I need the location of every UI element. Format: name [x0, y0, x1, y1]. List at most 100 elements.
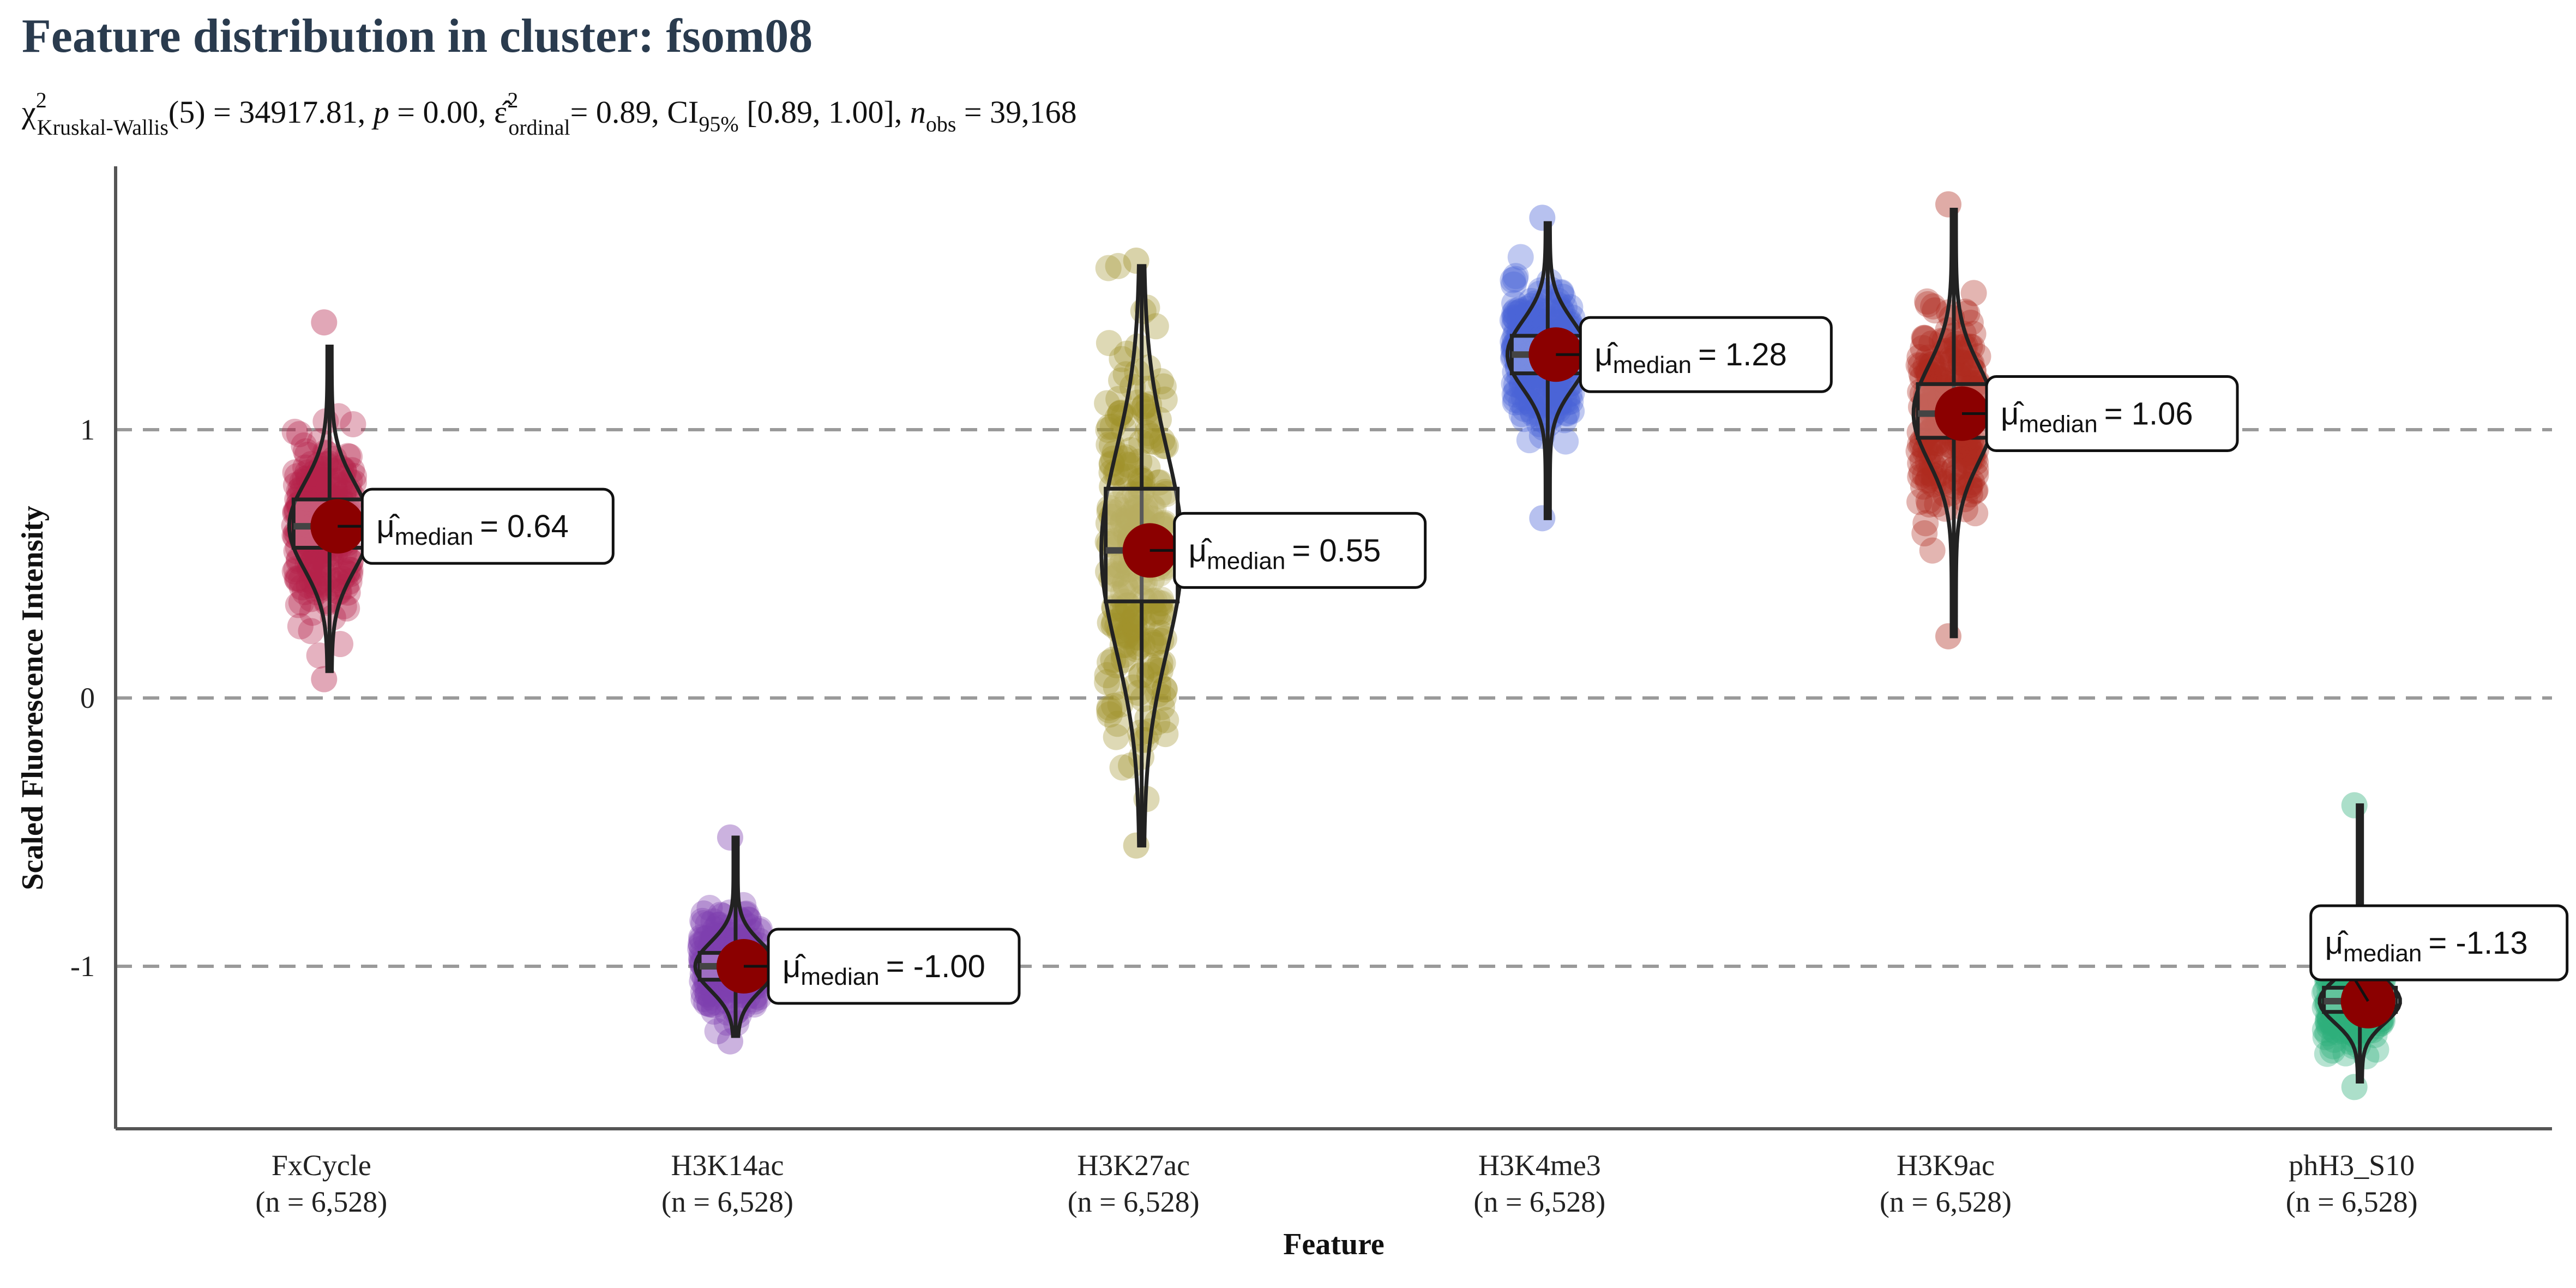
data-point [1151, 432, 1177, 459]
data-point [287, 613, 314, 640]
x-tick-n-label: (n = 6,528) [1068, 1185, 1200, 1218]
y-tick-label: -1 [70, 950, 95, 983]
data-point [1530, 387, 1557, 413]
data-point [312, 452, 339, 479]
data-point [1101, 693, 1128, 719]
data-point [1138, 493, 1165, 520]
data-point [1507, 244, 1534, 270]
data-point [1943, 334, 1970, 361]
data-point [2322, 1019, 2349, 1045]
subtitle-n-sub: obs [926, 112, 956, 136]
subtitle-eps-sub: ordinal [508, 115, 570, 140]
data-point [298, 538, 324, 564]
data-point [1109, 604, 1135, 631]
data-point [741, 991, 768, 1018]
median-label-H3K9ac: μ̂median = 1.06 [2001, 396, 2193, 437]
data-point [742, 988, 768, 1015]
data-point [1120, 499, 1146, 526]
data-point [2312, 1016, 2338, 1043]
data-point [693, 925, 720, 952]
data-point [1930, 468, 1957, 495]
data-point [1095, 417, 1122, 443]
data-point [693, 990, 720, 1016]
data-point [709, 902, 736, 929]
data-point [1952, 453, 1978, 479]
data-point [703, 989, 730, 1015]
data-point [696, 895, 723, 922]
data-point [1114, 451, 1140, 478]
data-point [1557, 388, 1584, 415]
median-label-box [1579, 316, 1833, 393]
data-point [697, 984, 724, 1011]
data-point [1094, 390, 1121, 417]
data-point [690, 979, 717, 1006]
median-label-box [1173, 511, 1427, 589]
data-point [314, 467, 340, 493]
data-point [1152, 479, 1178, 505]
data-point [1554, 376, 1580, 402]
data-point [695, 911, 721, 938]
x-tick-n-label: (n = 6,528) [661, 1185, 793, 1218]
data-point [334, 560, 360, 587]
data-point [1915, 487, 1942, 514]
data-point [1117, 452, 1143, 479]
x-tick-n-label: (n = 6,528) [1880, 1185, 2012, 1218]
data-point [1531, 302, 1557, 328]
data-point [1108, 511, 1135, 538]
data-point [294, 551, 321, 578]
data-point [1915, 388, 1942, 414]
x-axis-label: Feature [1283, 1227, 1385, 1261]
data-point [1118, 608, 1145, 635]
data-point [1114, 622, 1141, 649]
data-point [705, 912, 731, 938]
data-point [1149, 600, 1176, 627]
data-point [1153, 707, 1179, 733]
data-point [1951, 334, 1977, 360]
data-point [1114, 504, 1141, 531]
data-point [281, 418, 308, 445]
data-point [2312, 1024, 2339, 1050]
median-label-H3K4me3: μ̂median = 1.28 [1594, 337, 1787, 378]
data-point [1500, 267, 1526, 293]
data-point [1524, 297, 1550, 323]
data-point [1516, 427, 1543, 454]
data-point [1532, 378, 1558, 405]
data-point [1961, 444, 1988, 471]
data-point [305, 544, 332, 570]
data-point [1501, 370, 1527, 397]
data-point [1119, 374, 1146, 400]
data-point [1927, 460, 1953, 487]
data-point [1508, 401, 1535, 428]
data-point [1919, 537, 1946, 564]
data-point [304, 569, 330, 595]
data-point [1558, 398, 1585, 424]
data-point [2321, 1026, 2348, 1053]
data-point [2319, 1037, 2346, 1064]
data-point [1110, 508, 1136, 534]
data-point [1109, 754, 1136, 781]
data-point [2319, 1010, 2345, 1037]
data-point [1957, 436, 1983, 462]
data-point [1911, 324, 1937, 351]
data-point [1545, 389, 1572, 416]
x-tick-label: phH3_S10 [2289, 1149, 2415, 1182]
subtitle-ci-sub: 95% [699, 112, 738, 136]
data-point [1544, 377, 1570, 404]
data-point [1502, 389, 1528, 416]
data-point [1131, 393, 1158, 419]
data-point [1910, 473, 1936, 500]
data-point [704, 1018, 731, 1045]
data-point [1147, 658, 1173, 684]
data-point [1114, 621, 1140, 648]
data-point [1917, 382, 1944, 409]
data-point [695, 982, 721, 1008]
data-point [335, 556, 362, 583]
data-point [1945, 356, 1971, 382]
data-point [303, 554, 330, 581]
data-point [1502, 297, 1529, 324]
data-point [1920, 293, 1947, 320]
data-point [1962, 500, 1989, 527]
data-point [687, 931, 714, 958]
data-point [1124, 389, 1151, 416]
